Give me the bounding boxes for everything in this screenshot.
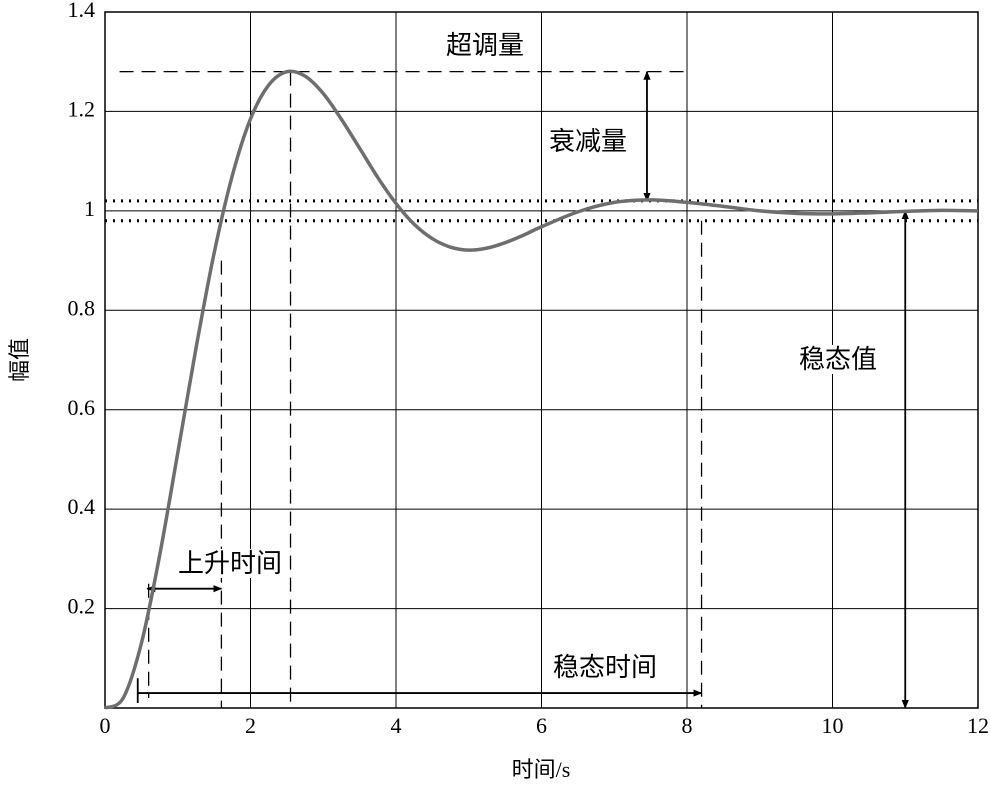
decay-label: 衰减量: [549, 127, 627, 156]
x-tick-label: 0: [100, 713, 111, 738]
y-tick-label: 0.2: [68, 594, 96, 619]
y-tick-label: 1.4: [68, 0, 96, 22]
x-tick-label: 8: [682, 713, 693, 738]
response-curve: [104, 69, 979, 710]
y-tick-label: 1.2: [68, 96, 96, 121]
y-tick-label: 0.8: [68, 295, 96, 320]
label-bg: [175, 548, 285, 578]
label-bg: [443, 30, 527, 60]
y-axis-label: 幅值: [7, 338, 32, 382]
y-tick-label: 1: [84, 196, 95, 221]
x-tick-label: 4: [391, 713, 402, 738]
y-tick-label: 0.4: [68, 494, 96, 519]
x-tick-label: 6: [536, 713, 547, 738]
x-tick-label: 2: [245, 713, 256, 738]
y-tick-label: 0.6: [68, 395, 96, 420]
plot-frame: [104, 11, 979, 709]
x-tick-label: 12: [967, 713, 989, 738]
x-axis-label: 时间/s: [512, 757, 571, 782]
steady-value-label: 稳态值: [799, 345, 877, 374]
rise-time-label: 上升时间: [178, 549, 282, 578]
overshoot-label: 超调量: [446, 31, 524, 60]
settling-time-label: 稳态时间: [553, 653, 657, 682]
label-bg: [546, 126, 630, 156]
x-tick-label: 10: [822, 713, 844, 738]
label-bg: [796, 344, 880, 374]
label-bg: [550, 652, 660, 682]
